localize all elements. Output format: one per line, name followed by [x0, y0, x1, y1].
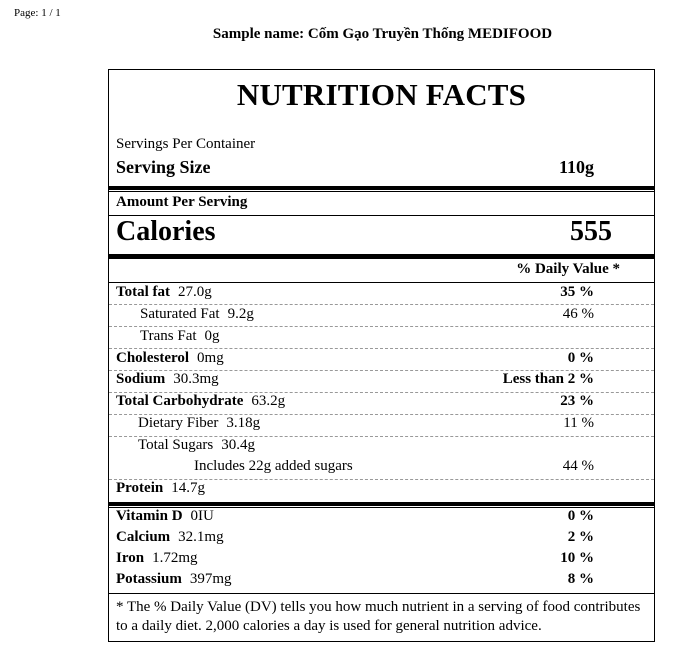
nutrient-amount: 30.4g	[221, 437, 255, 453]
nutrient-name: Cholesterol	[116, 350, 190, 366]
vitamin-row-iron: Iron 1.72mg 10 %	[116, 550, 594, 567]
thick-divider	[109, 254, 654, 259]
vitamin-name: Calcium	[116, 529, 171, 545]
amount-per-serving-row: Amount Per Serving	[116, 194, 594, 211]
nutrient-row-cholesterol: Cholesterol 0mg 0 %	[116, 350, 594, 367]
nutrient-dv: 23 %	[560, 393, 594, 409]
nutrient-name: Sodium	[116, 371, 166, 387]
vitamin-row-calcium: Calcium 32.1mg 2 %	[116, 529, 594, 546]
dashed-divider	[109, 304, 654, 305]
nutrient-name: Saturated Fat	[140, 306, 220, 322]
page-number: Page: 1 / 1	[14, 7, 61, 19]
divider	[109, 593, 654, 594]
nutrient-name: Total Sugars	[138, 437, 214, 453]
thin-divider	[109, 191, 654, 192]
vitamin-dv: 10 %	[560, 550, 594, 566]
dashed-divider	[109, 348, 654, 349]
thick-divider	[109, 502, 654, 506]
nutrient-row-trans-fat: Trans Fat 0g	[116, 328, 594, 345]
daily-value-header-row: % Daily Value *	[116, 261, 620, 278]
label-title: NUTRITION FACTS	[236, 77, 527, 112]
nutrient-name: Total Carbohydrate	[116, 393, 244, 409]
serving-size-row: Serving Size 110g	[116, 157, 594, 178]
nutrient-row-sodium: Sodium 30.3mg Less than 2 %	[116, 371, 594, 388]
nutrient-amount: 63.2g	[251, 393, 286, 409]
daily-value-header: % Daily Value *	[516, 261, 620, 277]
dashed-divider	[109, 436, 654, 437]
calories-row: Calories 555	[116, 216, 612, 248]
nutrient-amount: 30.3mg	[173, 371, 219, 387]
dashed-divider	[109, 479, 654, 480]
vitamin-dv: 2 %	[567, 529, 594, 545]
vitamin-row-vitamin-d: Vitamin D 0IU 0 %	[116, 508, 594, 525]
servings-per-container-row: Servings Per Container	[116, 136, 594, 153]
nutrient-row-added-sugars: Includes 22g added sugars 44 %	[116, 458, 594, 475]
daily-value-footnote: * The % Daily Value (DV) tells you how m…	[116, 599, 641, 634]
divider	[109, 215, 654, 216]
nutrient-dv: 35 %	[560, 284, 594, 300]
dashed-divider	[109, 370, 654, 371]
nutrient-amount: 0g	[204, 328, 220, 344]
dashed-divider	[109, 326, 654, 327]
nutrient-amount: 3.18g	[226, 415, 261, 431]
calories-value: 555	[570, 216, 612, 247]
vitamin-name: Vitamin D	[116, 508, 183, 524]
nutrient-row-total-carbohydrate: Total Carbohydrate 63.2g 23 %	[116, 393, 594, 410]
vitamin-dv: 8 %	[567, 571, 594, 587]
nutrient-name: Total fat	[116, 284, 171, 300]
vitamin-name: Iron	[116, 550, 145, 566]
nutrient-amount: 27.0g	[178, 284, 212, 300]
nutrient-dv: Less than 2 %	[502, 371, 594, 387]
nutrient-amount: 0mg	[197, 350, 224, 366]
serving-size-value: 110g	[558, 157, 594, 177]
vitamin-dv: 0 %	[567, 508, 594, 524]
nutrient-dv: 11 %	[563, 415, 594, 431]
nutrient-row-dietary-fiber: Dietary Fiber 3.18g 11 %	[116, 415, 594, 432]
dashed-divider	[109, 392, 654, 393]
nutrient-row-total-sugars: Total Sugars 30.4g	[116, 437, 594, 454]
nutrient-name: Trans Fat	[140, 328, 197, 344]
divider	[109, 282, 654, 283]
dashed-divider	[109, 414, 654, 415]
vitamin-name: Potassium	[116, 571, 182, 587]
nutrient-amount: 9.2g	[227, 306, 254, 322]
amount-per-serving-label: Amount Per Serving	[116, 194, 248, 210]
nutrient-dv: 0 %	[567, 350, 594, 366]
serving-size-label: Serving Size	[116, 157, 211, 177]
vitamin-amount: 1.72mg	[152, 550, 198, 566]
nutrient-dv: 44 %	[562, 458, 594, 474]
nutrient-row-saturated-fat: Saturated Fat 9.2g 46 %	[116, 306, 594, 323]
nutrient-row-total-fat: Total fat 27.0g 35 %	[116, 284, 594, 301]
nutrient-name: Dietary Fiber	[138, 415, 219, 431]
servings-per-container-label: Servings Per Container	[116, 136, 256, 152]
nutrient-row-protein: Protein 14.7g	[116, 480, 594, 497]
vitamin-amount: 397mg	[189, 571, 232, 587]
nutrient-amount: 14.7g	[171, 480, 205, 496]
thick-divider	[109, 186, 654, 190]
calories-label: Calories	[116, 216, 216, 247]
vitamin-amount: 0IU	[190, 508, 214, 524]
sample-name: Sample name: Cốm Gạo Truyền Thống MEDIFO…	[212, 26, 553, 42]
thin-divider	[109, 507, 654, 508]
nutrient-name: Includes 22g added sugars	[194, 458, 353, 474]
vitamin-row-potassium: Potassium 397mg 8 %	[116, 571, 594, 588]
vitamin-amount: 32.1mg	[178, 529, 224, 545]
nutrient-dv: 46 %	[562, 306, 594, 322]
nutrient-name: Protein	[116, 480, 164, 496]
nutrition-facts-label: NUTRITION FACTS Servings Per Container S…	[108, 69, 655, 642]
